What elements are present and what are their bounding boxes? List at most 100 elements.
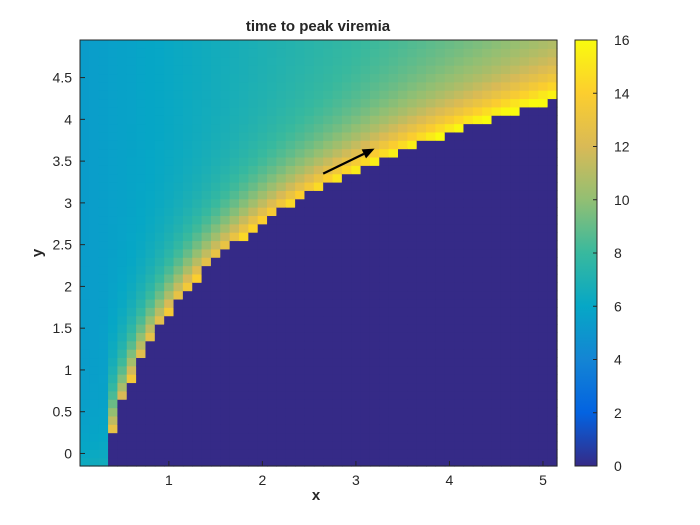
heatmap-cell (369, 257, 380, 267)
heatmap-cell (80, 440, 90, 450)
heatmap-cell (267, 399, 278, 409)
heatmap-cell (257, 198, 268, 208)
heatmap-cell (472, 382, 483, 392)
heatmap-cell (463, 407, 474, 417)
heatmap-cell (89, 198, 100, 208)
heatmap-cell (192, 56, 203, 66)
heatmap-cell (547, 40, 558, 49)
heatmap-cell (519, 81, 530, 91)
heatmap-cell (239, 65, 249, 75)
heatmap-cell (472, 56, 483, 66)
heatmap-cell (426, 332, 437, 342)
heatmap-cell (173, 131, 184, 141)
heatmap-cell (276, 240, 287, 250)
heatmap-cell (276, 207, 287, 217)
heatmap-cell (341, 198, 352, 208)
heatmap-cell (154, 374, 165, 384)
heatmap-cell (323, 407, 334, 417)
heatmap-cell (136, 324, 147, 333)
heatmap-cell (491, 349, 502, 359)
heatmap-cell (89, 257, 100, 267)
heatmap-cell (136, 173, 147, 183)
heatmap-cell (98, 81, 109, 91)
heatmap-cell (491, 382, 502, 392)
heatmap-cell (500, 365, 511, 375)
heatmap-cell (145, 257, 156, 267)
heatmap-cell (379, 265, 390, 275)
heatmap-cell (360, 165, 371, 175)
heatmap-cell (491, 340, 502, 350)
heatmap-cell (220, 223, 231, 233)
heatmap-cell (136, 374, 147, 384)
heatmap-cell (454, 73, 465, 83)
heatmap-cell (332, 190, 343, 200)
heatmap-cell (89, 315, 100, 325)
heatmap-cell (444, 207, 455, 217)
heatmap-cell (444, 148, 455, 158)
heatmap-cell (257, 73, 268, 83)
heatmap-cell (472, 457, 483, 467)
heatmap-cell (472, 140, 483, 150)
heatmap-cell (80, 332, 90, 342)
heatmap-cell (528, 123, 539, 133)
heatmap-cell (369, 273, 380, 283)
heatmap-cell (257, 298, 268, 308)
heatmap-cell (154, 315, 165, 325)
heatmap-cell (220, 190, 231, 200)
heatmap-cell (98, 207, 109, 217)
heatmap-cell (528, 432, 539, 442)
heatmap-cell (108, 407, 119, 417)
heatmap-cell (98, 257, 109, 267)
heatmap-cell (398, 56, 408, 66)
heatmap-cell (295, 365, 306, 375)
heatmap-cell (164, 207, 175, 217)
heatmap-cell (145, 382, 156, 392)
heatmap-cell (126, 440, 137, 450)
heatmap-cell (80, 248, 90, 258)
heatmap-cell (126, 365, 137, 375)
heatmap-cell (547, 90, 558, 100)
heatmap-cell (398, 190, 408, 200)
heatmap-cell (538, 440, 549, 450)
heatmap-cell (295, 407, 306, 417)
heatmap-cell (192, 324, 203, 333)
heatmap-cell (276, 282, 287, 292)
heatmap-cell (313, 190, 324, 200)
heatmap-cell (510, 207, 521, 217)
heatmap-cell (276, 198, 287, 208)
heatmap-cell (257, 282, 268, 292)
heatmap-cell (285, 265, 296, 275)
heatmap-cell (145, 290, 156, 300)
heatmap-cell (323, 332, 334, 342)
heatmap-cell (173, 449, 184, 459)
heatmap-cell (117, 449, 128, 459)
heatmap-cell (201, 282, 212, 292)
heatmap-cell (98, 424, 109, 434)
heatmap-cell (192, 357, 203, 367)
heatmap-cell (388, 324, 399, 333)
heatmap-cell (276, 415, 287, 425)
heatmap-cell (239, 424, 249, 434)
heatmap-cell (98, 399, 109, 409)
heatmap-cell (398, 240, 408, 250)
heatmap-cell (267, 449, 278, 459)
heatmap-cell (267, 257, 278, 267)
heatmap-cell (229, 307, 240, 317)
heatmap-cell (351, 265, 362, 275)
heatmap-cell (164, 424, 175, 434)
heatmap-cell (313, 290, 324, 300)
heatmap-cell (295, 282, 306, 292)
heatmap-cell (341, 357, 352, 367)
heatmap-cell (369, 165, 380, 175)
heatmap-cell (398, 223, 408, 233)
heatmap-cell (136, 407, 147, 417)
heatmap-cell (192, 123, 203, 133)
colorbar-tick-label: 14 (614, 85, 630, 101)
heatmap-cell (435, 399, 446, 409)
heatmap-cell (341, 315, 352, 325)
heatmap-cell (416, 257, 427, 267)
heatmap-cell (98, 340, 109, 350)
heatmap-cell (154, 131, 165, 141)
heatmap-cell (369, 290, 380, 300)
heatmap-cell (388, 399, 399, 409)
